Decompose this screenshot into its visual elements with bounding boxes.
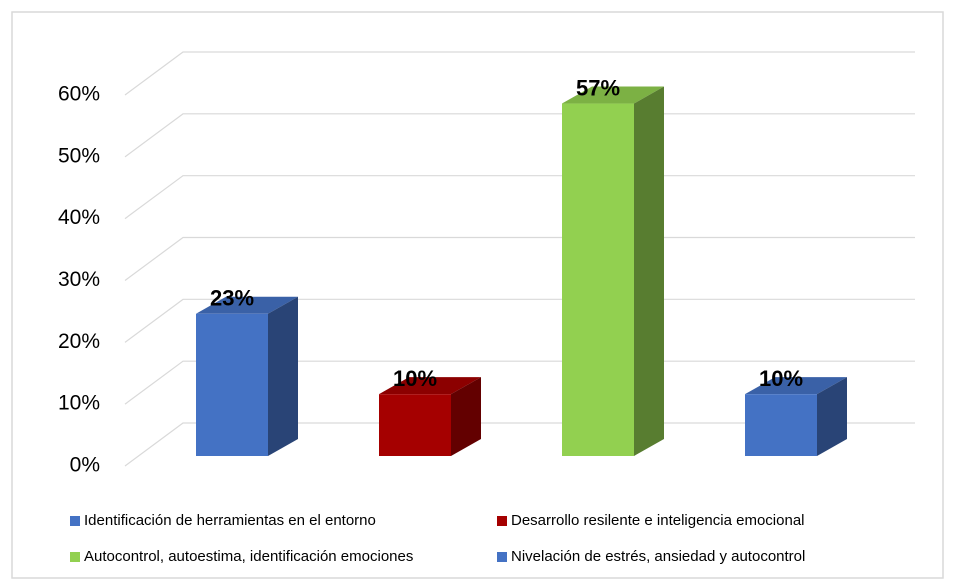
grid-line	[124, 175, 915, 220]
bar-side	[817, 377, 847, 456]
y-tick-label: 40%	[58, 206, 100, 229]
legend-label: Identificación de herramientas en el ent…	[84, 512, 376, 529]
y-tick-label: 0%	[70, 454, 100, 477]
y-tick-label: 30%	[58, 268, 100, 291]
bar-side	[268, 296, 298, 456]
bar	[379, 394, 451, 456]
bar-top	[379, 377, 481, 395]
bar-side	[634, 86, 664, 457]
legend-swatch	[70, 552, 80, 562]
y-tick-label: 50%	[58, 144, 100, 167]
legend-label: Autocontrol, autoestima, identificación …	[84, 548, 413, 565]
value-label: 10%	[393, 366, 437, 391]
bar	[196, 313, 268, 456]
grid-line	[124, 422, 915, 467]
value-label: 23%	[210, 286, 254, 311]
y-tick-label: 60%	[58, 83, 100, 106]
legend-label: Nivelación de estrés, ansiedad y autocon…	[511, 548, 805, 565]
bar-top	[196, 296, 298, 314]
grid-line	[124, 236, 915, 281]
grid-line	[124, 298, 915, 343]
bar	[562, 103, 634, 457]
legend-swatch	[70, 516, 80, 526]
value-label: 57%	[576, 75, 620, 100]
bar-top	[562, 86, 664, 104]
chart-frame	[11, 11, 944, 579]
y-tick-label: 20%	[58, 330, 100, 353]
y-tick-label: 10%	[58, 392, 100, 415]
value-label: 10%	[759, 366, 803, 391]
legend-swatch	[497, 552, 507, 562]
legend-swatch	[497, 516, 507, 526]
bar	[745, 394, 817, 456]
grid-line	[124, 51, 915, 96]
bar-side	[451, 377, 481, 456]
grid-line	[124, 360, 915, 405]
bar-top	[745, 377, 847, 395]
legend-label: Desarrollo resilente e inteligencia emoc…	[511, 512, 805, 529]
grid-line	[124, 113, 915, 158]
